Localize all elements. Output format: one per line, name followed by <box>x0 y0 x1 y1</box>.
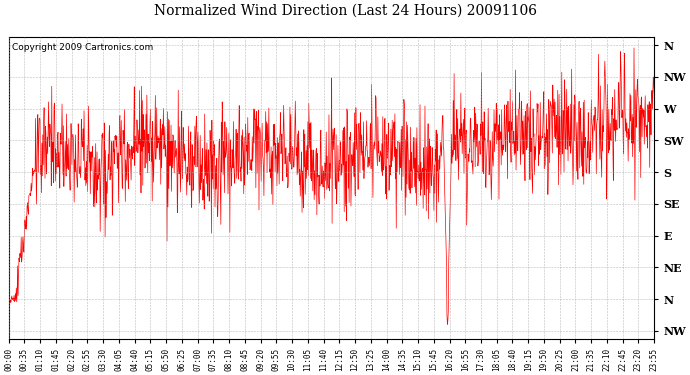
Text: Normalized Wind Direction (Last 24 Hours) 20091106: Normalized Wind Direction (Last 24 Hours… <box>153 4 537 18</box>
Text: Copyright 2009 Cartronics.com: Copyright 2009 Cartronics.com <box>12 44 153 52</box>
